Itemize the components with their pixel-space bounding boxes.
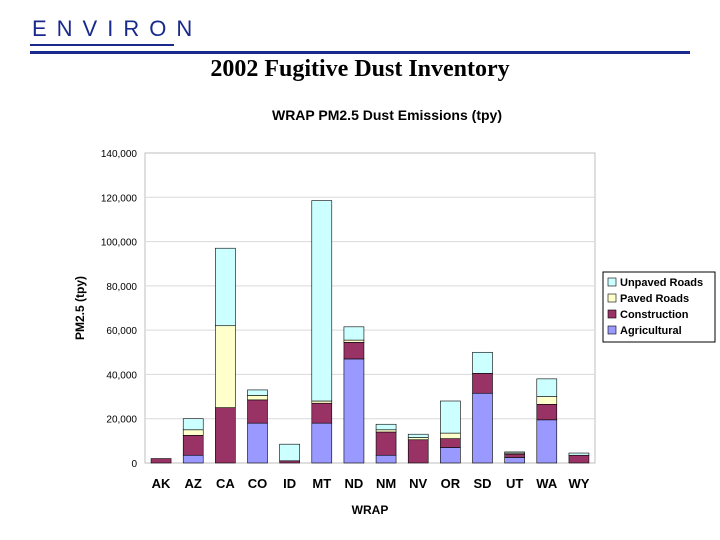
bar-segment xyxy=(343,342,365,360)
legend-label: Paved Roads xyxy=(620,293,689,305)
bar-segment xyxy=(568,452,590,456)
bar-segment xyxy=(182,454,204,464)
legend-label: Unpaved Roads xyxy=(620,277,703,289)
bar-segment xyxy=(440,400,461,434)
x-category-label: UT xyxy=(506,476,523,491)
legend-box xyxy=(602,271,716,343)
bar-segment xyxy=(504,451,525,454)
y-tick-label: 40,000 xyxy=(106,370,137,381)
bar-segment xyxy=(504,457,525,464)
x-axis-title: WRAP xyxy=(352,503,389,517)
chart-title: WRAP PM2.5 Dust Emissions (tpy) xyxy=(272,107,502,123)
bar-segment xyxy=(568,454,590,464)
bar-segment xyxy=(311,200,333,402)
bar-segment xyxy=(407,433,429,438)
x-category-label: WA xyxy=(536,476,558,491)
bar-segment xyxy=(343,326,365,341)
x-category-label: MT xyxy=(312,476,331,491)
bar-segment xyxy=(536,404,558,421)
legend-label: Construction xyxy=(620,309,689,321)
bar-segment xyxy=(343,339,365,343)
x-category-label: WY xyxy=(568,476,589,491)
legend-swatch xyxy=(607,325,617,335)
x-category-label: ID xyxy=(283,476,296,491)
x-category-label: NV xyxy=(409,476,427,491)
y-axis-ticks: 0 20,000 40,000 60,000 80,000 100,000 120,000 1… xyxy=(101,149,138,470)
x-category-label: AZ xyxy=(185,476,202,491)
bar-segment xyxy=(440,438,461,448)
bar-segment xyxy=(150,458,172,464)
y-tick-label: 0 xyxy=(131,459,137,470)
bar-segment xyxy=(247,399,268,424)
bar-segment xyxy=(279,460,300,464)
bar-segment xyxy=(504,453,525,458)
y-tick-label: 20,000 xyxy=(106,415,137,426)
x-category-label: OR xyxy=(441,476,461,491)
bar-segment xyxy=(407,437,429,441)
bar-segment xyxy=(375,423,397,431)
bar-segment xyxy=(375,429,397,433)
bar-segment xyxy=(375,454,397,464)
y-tick-label: 60,000 xyxy=(106,326,137,337)
x-axis-categories: AK AZ CA CO ID MT ND NM NV OR SD UT WA WY xyxy=(152,476,590,491)
bar-segment xyxy=(472,392,493,464)
x-category-label: CO xyxy=(248,476,268,491)
bar-segment xyxy=(407,439,429,464)
legend-swatch xyxy=(607,293,617,303)
x-category-label: NM xyxy=(376,476,396,491)
bar-segment xyxy=(247,422,268,464)
bar-segment xyxy=(247,389,268,396)
slide-title: 2002 Fugitive Dust Inventory xyxy=(210,56,510,82)
logo-text: ENVIRON xyxy=(32,16,203,41)
bar-segment xyxy=(440,432,461,439)
bar-segment xyxy=(215,407,236,464)
bars xyxy=(150,200,590,464)
y-tick-label: 120,000 xyxy=(101,193,138,204)
y-tick-label: 80,000 xyxy=(106,282,137,293)
bar-segment xyxy=(536,378,558,397)
environ-logo: ENVIRON xyxy=(30,16,192,46)
bar-segment xyxy=(182,429,204,436)
bar-segment xyxy=(311,422,333,464)
header-rule xyxy=(30,51,690,54)
x-category-label: CA xyxy=(216,476,235,491)
x-category-label: AK xyxy=(152,476,171,491)
y-tick-label: 100,000 xyxy=(101,238,138,249)
legend-swatch xyxy=(607,309,617,319)
bar-segment xyxy=(215,247,236,327)
bar-segment xyxy=(375,431,397,456)
bar-segment xyxy=(472,373,493,394)
legend: Unpaved Roads Paved Roads Construction Agri… xyxy=(602,271,716,343)
bar-segment xyxy=(536,419,558,464)
x-category-label: SD xyxy=(473,476,491,491)
bar-segment xyxy=(311,400,333,404)
bar-segment xyxy=(182,435,204,456)
x-category-label: ND xyxy=(345,476,364,491)
bar-segment xyxy=(536,396,558,405)
bar-segment xyxy=(247,395,268,401)
bar-segment xyxy=(343,358,365,464)
bar-segment xyxy=(311,402,333,424)
bar-segment xyxy=(182,418,204,431)
y-axis-title: PM2.5 (tpy) xyxy=(73,276,87,340)
bar-segment xyxy=(279,443,300,462)
bar-segment xyxy=(472,351,493,374)
legend-swatch xyxy=(607,277,617,287)
bar-segment xyxy=(440,447,461,464)
legend-label: Agricultural xyxy=(620,325,682,337)
y-tick-label: 140,000 xyxy=(101,149,138,160)
plot-area xyxy=(144,152,596,464)
bar-segment xyxy=(215,325,236,408)
